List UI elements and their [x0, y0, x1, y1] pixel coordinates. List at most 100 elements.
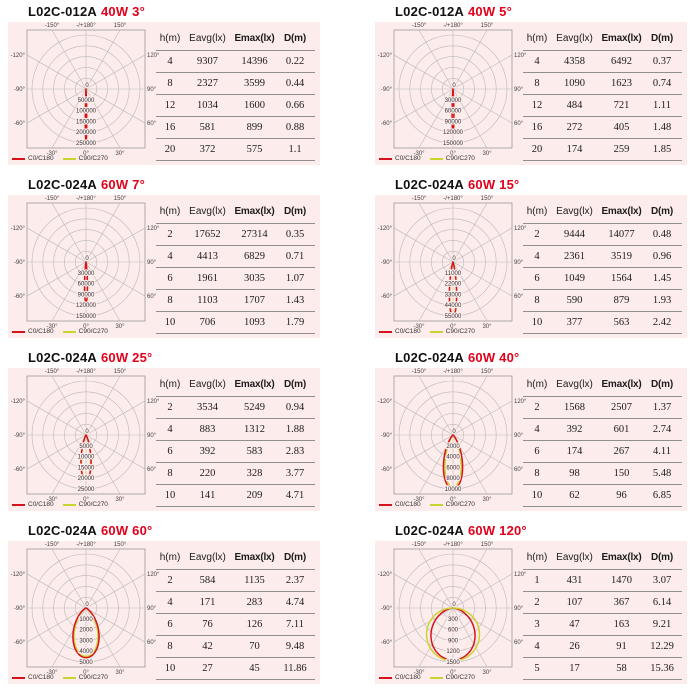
panel-body: 0 5000 10000 15000 20000 25000 -150° -/+180° 150…: [8, 368, 320, 511]
polar-chart-wrap: 0 50000 100000 150000 200000 250000 -150° -/+18…: [8, 22, 160, 165]
svg-text:6000: 6000: [446, 465, 460, 471]
polar-chart-wrap: 0 5000 10000 15000 20000 25000 -150° -/+180° 150…: [8, 368, 160, 511]
table-cell: 11.86: [283, 663, 307, 674]
svg-text:120°: 120°: [514, 572, 527, 578]
svg-text:60000: 60000: [78, 282, 95, 288]
table-cell: 141: [199, 490, 216, 501]
legend-item-c0: C0/C180: [379, 501, 421, 508]
table-cell: 0.94: [285, 402, 305, 413]
table-row: 10 377 563 2.42: [523, 312, 682, 334]
panel-title: L02C-012A 40W 5°: [375, 3, 700, 22]
svg-text:0: 0: [452, 429, 456, 435]
table-cell: 377: [566, 317, 583, 328]
legend: C0/C180 C90/C270: [12, 674, 108, 681]
table-cell: 8: [534, 295, 540, 306]
svg-text:-90°: -90°: [381, 87, 393, 93]
table-cell: 1623: [611, 78, 632, 89]
panel-title: L02C-024A 60W 60°: [8, 522, 350, 541]
table-cell: 2: [167, 229, 173, 240]
table-row: 2 17652 27314 0.35: [156, 224, 315, 246]
table-cell: 150: [613, 468, 630, 479]
table-cell: 0.22: [285, 56, 305, 67]
table-cell: 392: [566, 424, 583, 435]
table-cell: 4: [167, 251, 173, 262]
table-header-emax: Emax(lx): [234, 32, 275, 44]
panel-body: 0 50000 100000 150000 200000 250000 -150° -/+18…: [8, 22, 320, 165]
svg-text:-120°: -120°: [11, 226, 26, 232]
table-row: 2 1568 2507 1.37: [523, 397, 682, 419]
table-cell: 6.85: [652, 490, 672, 501]
table-cell: 3.77: [285, 468, 305, 479]
panel-title-spec: 40W 5°: [468, 4, 512, 19]
svg-text:-/+180°: -/+180°: [443, 369, 463, 375]
svg-text:0: 0: [452, 602, 456, 608]
svg-text:20000: 20000: [78, 476, 95, 482]
table-cell: 76: [202, 619, 213, 630]
svg-text:0°: 0°: [83, 670, 89, 676]
table-cell: 392: [199, 446, 216, 457]
table-cell: 20: [164, 144, 176, 155]
table-header-d: D(m): [651, 205, 673, 217]
svg-text:-120°: -120°: [11, 53, 26, 59]
table-cell: 5: [534, 663, 540, 674]
svg-text:-30°: -30°: [413, 151, 425, 157]
legend-label-c0: C0/C180: [395, 674, 421, 681]
table-cell: 1707: [244, 295, 265, 306]
table-cell: 42: [202, 641, 213, 652]
legend-item-c90: C90/C270: [429, 674, 475, 681]
table-cell: 6829: [244, 251, 265, 262]
svg-text:120°: 120°: [514, 53, 527, 59]
svg-text:-150°: -150°: [45, 369, 60, 375]
svg-text:-90°: -90°: [381, 606, 393, 612]
table-row: 2 9444 14077 0.48: [523, 224, 682, 246]
table-cell: 5.48: [652, 468, 672, 479]
legend-item-c90: C90/C270: [429, 155, 475, 162]
svg-text:0°: 0°: [83, 324, 89, 330]
table-cell: 8: [167, 468, 173, 479]
table-cell: 2: [534, 402, 540, 413]
table-cell: 2.83: [285, 446, 305, 457]
table-cell: 4413: [197, 251, 218, 262]
legend-swatch-c0: [12, 157, 25, 160]
panel-title: L02C-024A 60W 7°: [8, 176, 350, 195]
polar-chart-wrap: 0 2000 4000 6000 8000 10000 -150° -/+180° 150° -1…: [375, 368, 527, 511]
photometric-table: h(m) Eavg(lx) Emax(lx) D(m) 2 9444 14077 0.…: [521, 195, 687, 338]
svg-text:900: 900: [448, 638, 459, 644]
table-header-eavg: Eavg(lx): [556, 32, 593, 44]
panel-body: 0 30000 60000 90000 120000 150000 -150° -/+180°…: [8, 195, 320, 338]
legend-swatch-c0: [379, 157, 392, 160]
svg-text:90000: 90000: [78, 292, 95, 298]
svg-text:60°: 60°: [147, 121, 157, 127]
table-header-d: D(m): [651, 378, 673, 390]
panel: L02C-024A 60W 7° 0 30000 60000 90000 120000 15…: [0, 173, 350, 346]
legend-swatch-c90: [429, 157, 443, 160]
svg-text:60°: 60°: [514, 121, 524, 127]
table-header-row: h(m) Eavg(lx) Emax(lx) D(m): [523, 372, 682, 397]
legend-swatch-c0: [12, 330, 25, 333]
table-cell: 1103: [197, 295, 218, 306]
svg-text:15000: 15000: [78, 465, 95, 471]
table-row: 4 171 283 4.74: [156, 592, 315, 614]
table-cell: 26: [569, 641, 580, 652]
table-cell: 706: [199, 317, 216, 328]
table-header-emax: Emax(lx): [601, 32, 642, 44]
table-row: 10 27 45 11.86: [156, 658, 315, 680]
table-cell: 10: [164, 317, 176, 328]
polar-chart-wrap: 0 30000 60000 90000 120000 150000 -150° -/+180°…: [8, 195, 160, 338]
svg-text:150°: 150°: [114, 23, 127, 29]
legend-swatch-c0: [12, 676, 25, 679]
panel-title: L02C-024A 60W 25°: [8, 349, 350, 368]
svg-text:-120°: -120°: [378, 572, 393, 578]
svg-text:150000: 150000: [76, 119, 97, 125]
table-cell: 2.74: [652, 424, 672, 435]
svg-text:-60°: -60°: [381, 640, 393, 646]
svg-text:-60°: -60°: [381, 121, 393, 127]
table-cell: 0.88: [285, 122, 305, 133]
panel-title-model: L02C-024A: [28, 177, 97, 192]
svg-text:-120°: -120°: [11, 399, 26, 405]
panel-body: 0 11000 22000 33000 44000 55000 -150° -/+180° 15…: [375, 195, 687, 338]
table-cell: 2: [534, 597, 540, 608]
svg-text:-30°: -30°: [46, 324, 58, 330]
svg-text:25000: 25000: [78, 487, 95, 493]
panel-title-spec: 60W 7°: [101, 177, 145, 192]
